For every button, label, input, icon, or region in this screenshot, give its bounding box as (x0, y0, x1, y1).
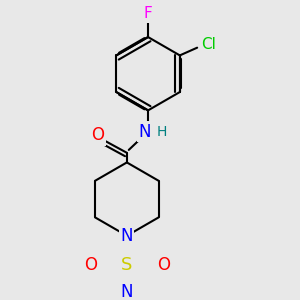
Text: F: F (144, 6, 152, 21)
Text: N: N (121, 283, 133, 300)
Text: O: O (157, 256, 170, 274)
Text: O: O (84, 256, 97, 274)
Text: H: H (156, 124, 167, 139)
Text: O: O (92, 126, 104, 144)
Text: S: S (121, 256, 133, 274)
Text: N: N (138, 123, 151, 141)
Text: Cl: Cl (201, 37, 216, 52)
Text: N: N (121, 227, 133, 245)
